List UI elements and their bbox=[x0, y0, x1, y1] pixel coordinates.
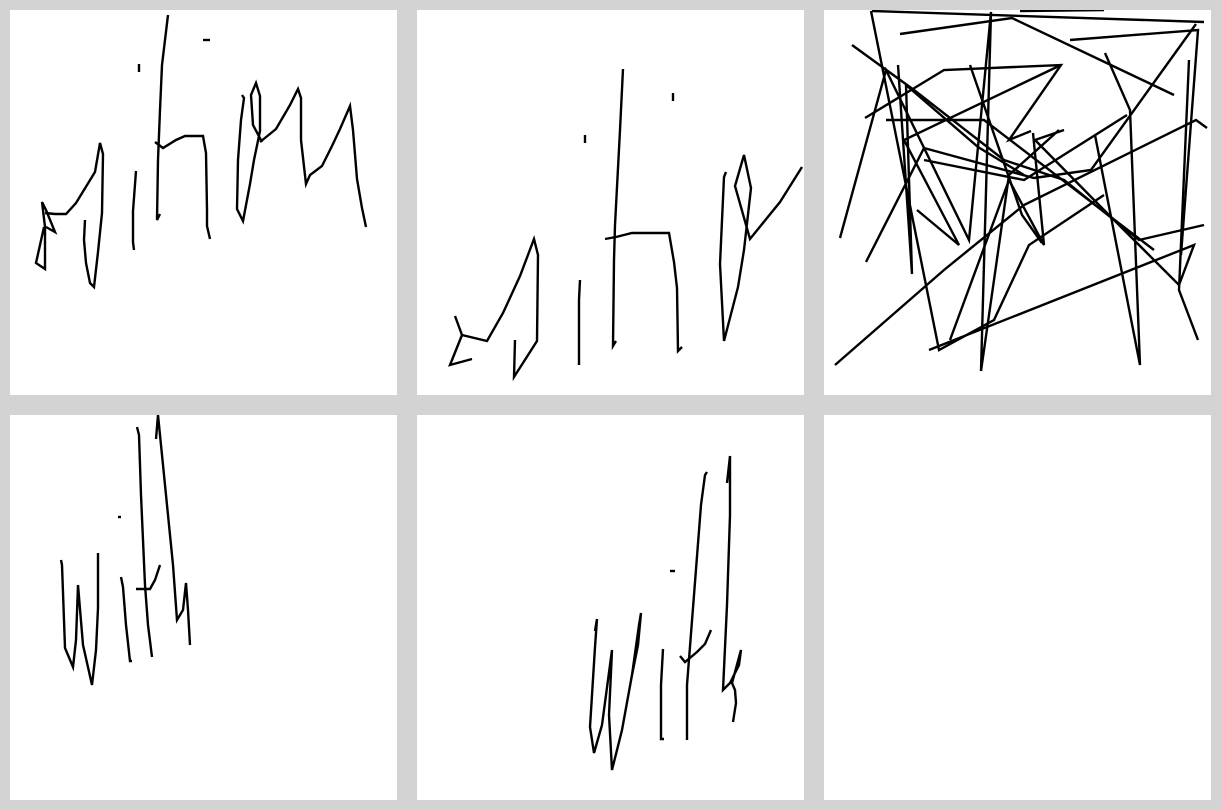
stroke bbox=[44, 142, 105, 290]
stroke bbox=[154, 415, 192, 646]
drawing-panel-3[interactable] bbox=[824, 10, 1211, 395]
drawing-panel-1[interactable] bbox=[10, 10, 397, 395]
stroke-canvas-6 bbox=[824, 415, 1211, 800]
stroke bbox=[154, 134, 212, 240]
stroke bbox=[604, 231, 683, 354]
stroke-canvas-5 bbox=[588, 455, 743, 771]
stroke bbox=[135, 426, 154, 658]
drawing-panel-5[interactable] bbox=[417, 415, 804, 800]
stroke bbox=[869, 10, 1105, 352]
drawing-panel-4[interactable] bbox=[10, 415, 397, 800]
stroke bbox=[899, 16, 1175, 97]
stroke bbox=[1177, 59, 1200, 341]
stroke bbox=[588, 612, 643, 771]
stroke bbox=[235, 79, 264, 225]
stroke bbox=[611, 68, 625, 351]
stroke bbox=[259, 85, 368, 228]
stroke bbox=[119, 576, 132, 663]
stroke bbox=[923, 113, 1128, 182]
stroke bbox=[679, 629, 713, 664]
stroke-canvas-1 bbox=[34, 14, 368, 290]
stroke bbox=[685, 471, 708, 740]
stroke bbox=[864, 23, 1197, 263]
stroke bbox=[447, 334, 473, 367]
stroke bbox=[886, 118, 1155, 251]
stroke-canvas-3 bbox=[834, 10, 1208, 372]
stroke bbox=[948, 132, 1046, 341]
stroke bbox=[851, 44, 1205, 242]
stroke bbox=[721, 455, 743, 723]
stroke bbox=[1069, 28, 1200, 256]
drawing-panel-6[interactable] bbox=[824, 415, 1211, 800]
stroke bbox=[896, 64, 1025, 275]
stroke-canvas-4 bbox=[59, 415, 192, 686]
stroke bbox=[928, 128, 1197, 352]
stroke bbox=[902, 63, 1062, 246]
stroke bbox=[659, 648, 665, 741]
stroke bbox=[136, 564, 162, 591]
stroke bbox=[131, 170, 138, 251]
stroke bbox=[968, 64, 1043, 244]
stroke bbox=[1093, 52, 1142, 366]
stroke-canvas-2 bbox=[447, 68, 804, 382]
stroke bbox=[155, 14, 170, 221]
stroke bbox=[577, 279, 582, 365]
stroke bbox=[34, 201, 58, 272]
stroke bbox=[453, 234, 540, 382]
stroke bbox=[718, 154, 804, 342]
stroke bbox=[1019, 10, 1105, 13]
stroke bbox=[871, 10, 1205, 24]
drawing-panel-2[interactable] bbox=[417, 10, 804, 395]
stroke bbox=[834, 118, 1208, 366]
stroke bbox=[59, 553, 100, 686]
